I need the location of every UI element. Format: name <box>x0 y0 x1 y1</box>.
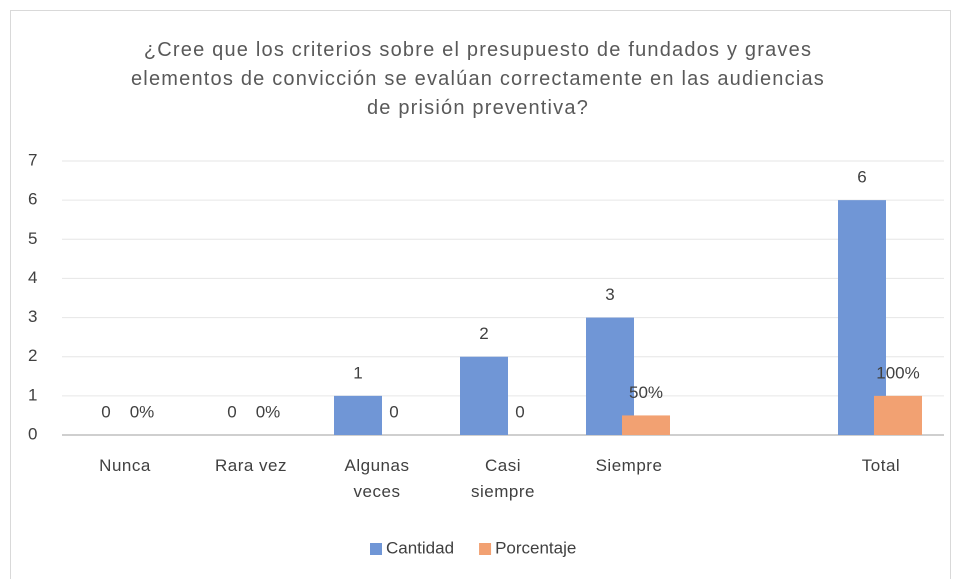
legend-swatch <box>370 543 382 555</box>
x-tick-label: Algunas veces <box>344 456 410 501</box>
legend-label: Cantidad <box>386 538 454 557</box>
legend-swatch <box>479 543 492 555</box>
data-label: 0 <box>227 402 236 421</box>
y-tick-label: 7 <box>28 150 37 169</box>
data-label: 0% <box>130 402 155 421</box>
data-label: 2 <box>479 324 488 343</box>
x-tick-label: Rara vez <box>214 456 288 475</box>
bar <box>334 395 382 435</box>
chart-title: ¿Cree que los criterios sobre el presupu… <box>130 39 825 119</box>
y-tick-label: 2 <box>28 346 37 365</box>
y-tick-label: 0 <box>28 424 37 443</box>
x-tick-label: Total <box>861 456 901 475</box>
x-tick-label: Siempre <box>595 456 663 475</box>
y-tick-label: 6 <box>28 190 37 209</box>
data-label: 3 <box>605 285 614 304</box>
data-label: 0 <box>389 402 398 421</box>
y-tick-label: 5 <box>28 229 37 248</box>
x-tick-label: Nunca <box>99 456 151 475</box>
data-label: 1 <box>353 363 362 382</box>
y-tick-label: 4 <box>28 268 37 287</box>
chart-border <box>10 10 951 579</box>
y-tick-label: 3 <box>28 307 37 326</box>
legend-label: Porcentaje <box>495 538 576 557</box>
data-label: 0% <box>256 402 281 421</box>
data-label: 0 <box>101 402 110 421</box>
data-label: 6 <box>857 168 866 187</box>
bar <box>460 356 508 435</box>
data-label: 0 <box>515 402 524 421</box>
bar <box>622 415 670 435</box>
data-label: 50% <box>629 383 663 402</box>
y-tick-label: 1 <box>28 385 37 404</box>
x-tick-label: Casi siempre <box>471 456 535 501</box>
bar <box>874 395 922 435</box>
data-label: 100% <box>876 363 919 382</box>
